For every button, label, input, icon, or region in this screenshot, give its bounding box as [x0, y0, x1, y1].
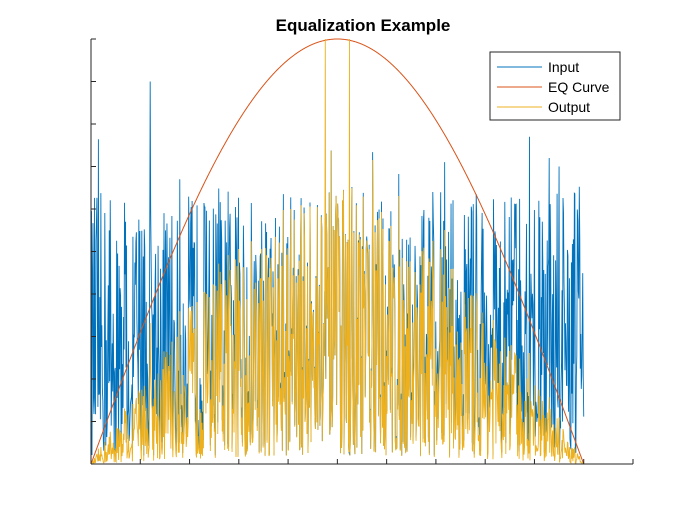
series-line-output	[90, 38, 584, 465]
legend-label: EQ Curve	[548, 79, 610, 95]
legend-label: Input	[548, 59, 579, 75]
series-line-eq-curve	[90, 38, 585, 465]
chart-title: Equalization Example	[276, 16, 451, 35]
axes	[90, 38, 634, 465]
legend-label: Output	[548, 99, 590, 115]
legend: Input EQ Curve Output	[489, 51, 621, 121]
legend-box	[489, 51, 621, 121]
plot-area	[90, 38, 585, 465]
